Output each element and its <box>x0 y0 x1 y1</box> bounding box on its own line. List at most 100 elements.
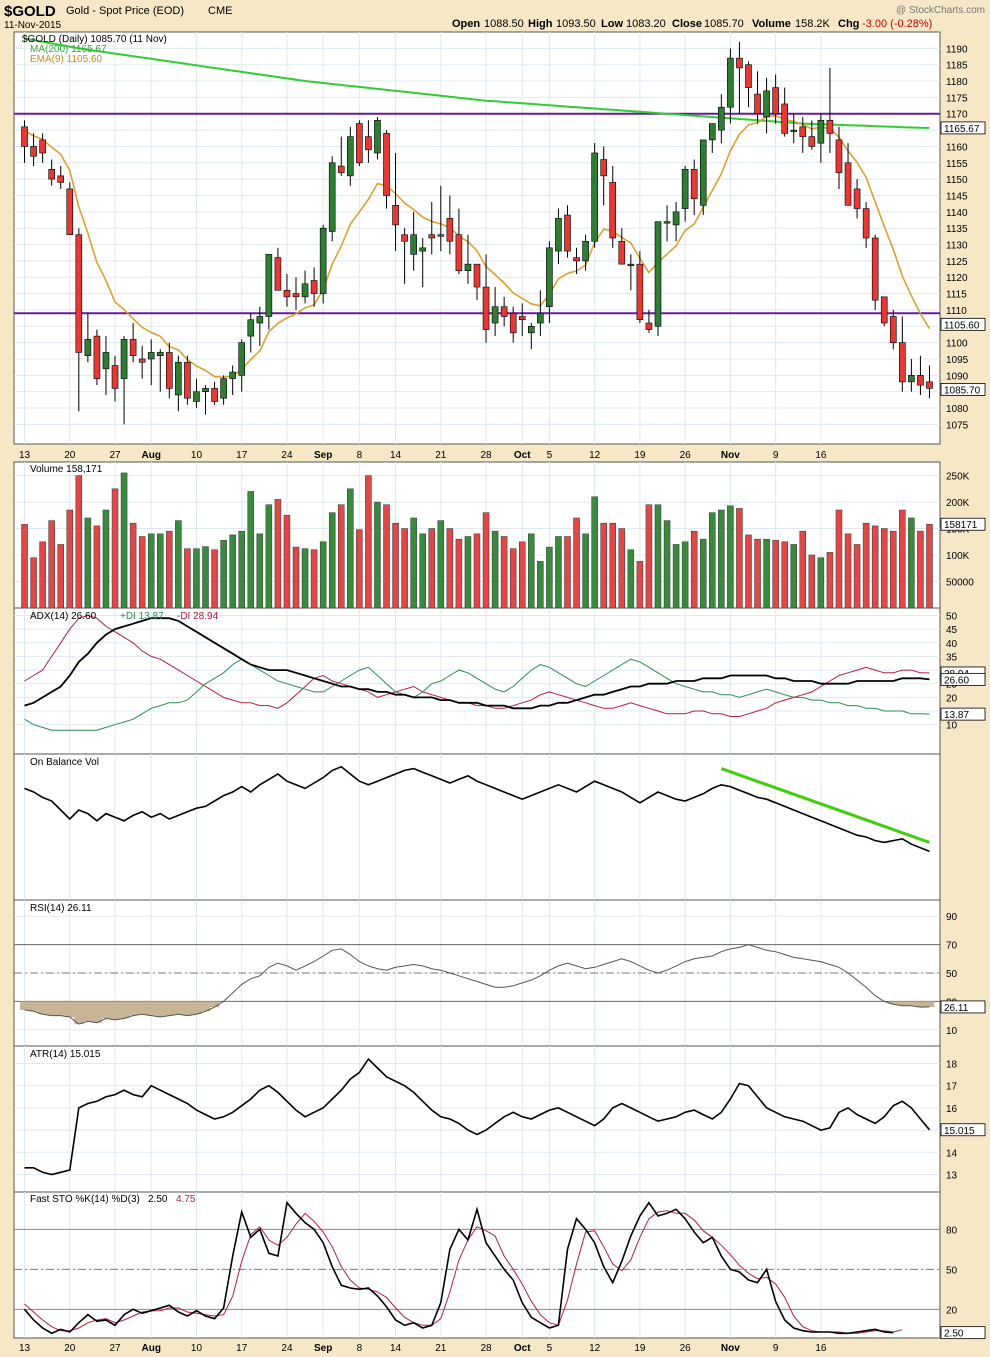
adx-panel <box>13 607 941 755</box>
volume-bar <box>917 530 924 609</box>
volume-bar <box>21 524 28 609</box>
volume-bar <box>736 508 743 609</box>
x-tick-label-bottom: 21 <box>435 1343 447 1354</box>
volume-bar <box>880 528 888 609</box>
x-tick-label-bottom: 26 <box>680 1343 692 1354</box>
candle-body <box>853 188 861 209</box>
volume-bar <box>591 496 598 609</box>
rsi-oversold-fill <box>38 1001 48 1015</box>
close-value-badge-box <box>940 382 986 396</box>
volume-bar <box>66 509 74 609</box>
candle-body <box>500 306 508 317</box>
volume-bar <box>609 523 616 609</box>
volume-bar <box>645 504 653 609</box>
candle-body <box>718 106 725 131</box>
volume-bar <box>184 548 191 609</box>
volume-bar <box>310 549 318 609</box>
x-tick-label: 9 <box>773 450 779 461</box>
adx-axis-tick: 20 <box>946 693 958 704</box>
volume-bar <box>93 525 101 609</box>
volume-bar <box>853 544 861 609</box>
candle-body <box>509 312 517 334</box>
candle-body <box>75 234 83 353</box>
volume-bar <box>844 533 852 609</box>
candle-body <box>582 240 589 262</box>
candle-body <box>844 162 852 206</box>
candle-body <box>138 358 146 363</box>
ma200-legend-label: MA(200) 1165.67 <box>30 44 107 55</box>
rsi-oversold-fill <box>897 1001 908 1006</box>
candle-body <box>889 316 897 343</box>
adx-legend: ADX(14) 26.60 +DI 13.87 -DI 28.94 <box>30 611 219 622</box>
volume-bar <box>772 539 779 609</box>
volume-bar <box>826 552 834 609</box>
sto-axis-tick: 50 <box>946 1265 958 1276</box>
candle-body <box>573 257 580 262</box>
rsi-oversold-fill <box>47 1001 57 1016</box>
rsi-line <box>24 944 930 1025</box>
x-tick-label: Oct <box>514 450 531 461</box>
adx-value-badge: 26.60 <box>944 675 969 686</box>
volume-label: Volume <box>752 18 791 30</box>
candle-body <box>681 169 689 209</box>
x-tick-label: 12 <box>589 450 601 461</box>
x-tick-label-bottom: 28 <box>480 1343 492 1354</box>
price-axis-tick: 1145 <box>946 191 968 202</box>
high-label: High <box>528 18 553 30</box>
x-tick-label: 26 <box>680 450 692 461</box>
volume-bar <box>39 541 46 609</box>
volume-bar <box>926 523 933 609</box>
volume-bar <box>636 561 644 609</box>
candle-body <box>482 286 490 330</box>
candle-body <box>337 165 345 173</box>
volume-bar <box>546 546 553 609</box>
candle-body <box>772 87 779 115</box>
candle-body <box>899 342 906 383</box>
volume-bar <box>401 528 408 609</box>
candle-body <box>319 227 327 294</box>
price-axis-tick: 1135 <box>946 224 968 235</box>
candle-body <box>835 139 843 173</box>
atr-axis-tick: 16 <box>946 1104 958 1115</box>
pdi-value-badge: 13.87 <box>944 710 969 721</box>
rsi-axis-tick: 70 <box>946 941 958 952</box>
volume-bar <box>283 515 291 609</box>
candle-body <box>419 247 427 252</box>
volume-bar <box>681 541 689 609</box>
candle-body <box>428 234 436 239</box>
volume-bar <box>899 509 906 609</box>
x-tick-label-bottom: 17 <box>236 1343 248 1354</box>
candle-body <box>708 123 716 141</box>
candle-body <box>736 57 743 69</box>
x-tick-label-bottom: 10 <box>191 1343 203 1354</box>
ohlc-summary: Open 1088.50 High 1093.50 Low 1083.20 Cl… <box>452 18 932 30</box>
candle-body <box>464 263 472 271</box>
pdi-legend-label: +DI 13.87 <box>120 611 164 622</box>
volume-bar <box>437 520 445 609</box>
plus-di-line <box>24 658 930 731</box>
candle-body <box>790 129 798 132</box>
x-tick-label: 20 <box>64 450 76 461</box>
candle-body <box>826 119 834 134</box>
price-legend: $GOLD (Daily) 1085.70 (11 Nov) MA(200) 1… <box>22 34 167 65</box>
obv-legend-label: On Balance Vol <box>30 757 99 768</box>
volume-bar <box>84 517 92 609</box>
candle-body <box>546 247 553 307</box>
price-panel <box>13 31 941 445</box>
candle-body <box>220 378 227 399</box>
volume-bar <box>102 509 110 609</box>
rsi-oversold-fill <box>74 1001 84 1025</box>
x-tick-label: 8 <box>357 450 363 461</box>
volume-bar <box>75 475 83 609</box>
adx-value-badge-box <box>940 672 986 686</box>
ema9-line <box>24 114 931 378</box>
volume-bar <box>211 549 218 609</box>
minus-di-line <box>24 614 930 717</box>
volume-bar <box>30 557 37 609</box>
volume-bar <box>709 512 716 609</box>
price-axis-tick: 1100 <box>946 339 968 350</box>
volume-bar <box>57 544 64 609</box>
candle-body <box>392 205 399 226</box>
rsi-oversold-fill <box>146 1001 157 1016</box>
